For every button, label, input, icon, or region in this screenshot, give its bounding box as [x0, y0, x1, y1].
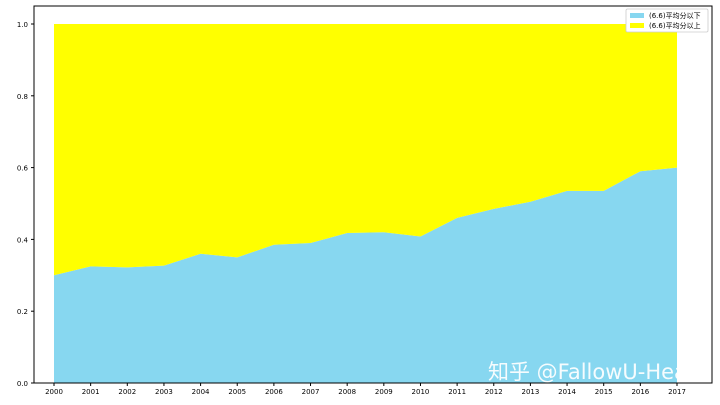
x-tick-label: 2007 [302, 388, 320, 396]
plot-frame [33, 5, 713, 384]
x-tick-label: 2005 [228, 388, 246, 396]
x-tick-label: 2009 [375, 388, 393, 396]
x-tick-label: 2001 [82, 388, 100, 396]
x-tick-label: 2003 [155, 388, 173, 396]
x-tick-label: 2000 [45, 388, 63, 396]
legend-swatch [630, 23, 644, 28]
y-tick-label: 0.8 [17, 93, 28, 101]
legend-label: (6.6)平均分以上 [649, 21, 701, 30]
x-tick-label: 2004 [192, 388, 210, 396]
y-tick-label: 0.0 [17, 380, 28, 388]
x-tick-label: 2008 [338, 388, 356, 396]
x-tick-label: 2002 [118, 388, 136, 396]
x-tick-label: 2010 [412, 388, 430, 396]
area-series-1 [54, 24, 677, 276]
legend-box [625, 8, 709, 33]
x-tick-label: 2017 [668, 388, 686, 396]
watermark: 知乎 @FallowU-Heart [488, 360, 704, 384]
area-series-0 [54, 167, 677, 383]
legend-swatch [630, 13, 644, 18]
y-tick-label: 0.2 [17, 308, 28, 316]
x-tick-label: 2014 [558, 388, 576, 396]
y-tick-label: 1.0 [17, 21, 28, 29]
x-tick-label: 2006 [265, 388, 283, 396]
y-tick-label: 0.4 [17, 236, 29, 244]
y-tick-label: 0.6 [17, 165, 29, 173]
legend-label: (6.6)平均分以下 [649, 11, 701, 20]
x-tick-label: 2012 [485, 388, 503, 396]
x-tick-label: 2016 [631, 388, 649, 396]
x-tick-label: 2011 [448, 388, 466, 396]
x-tick-label: 2015 [595, 388, 613, 396]
x-tick-label: 2013 [521, 388, 539, 396]
